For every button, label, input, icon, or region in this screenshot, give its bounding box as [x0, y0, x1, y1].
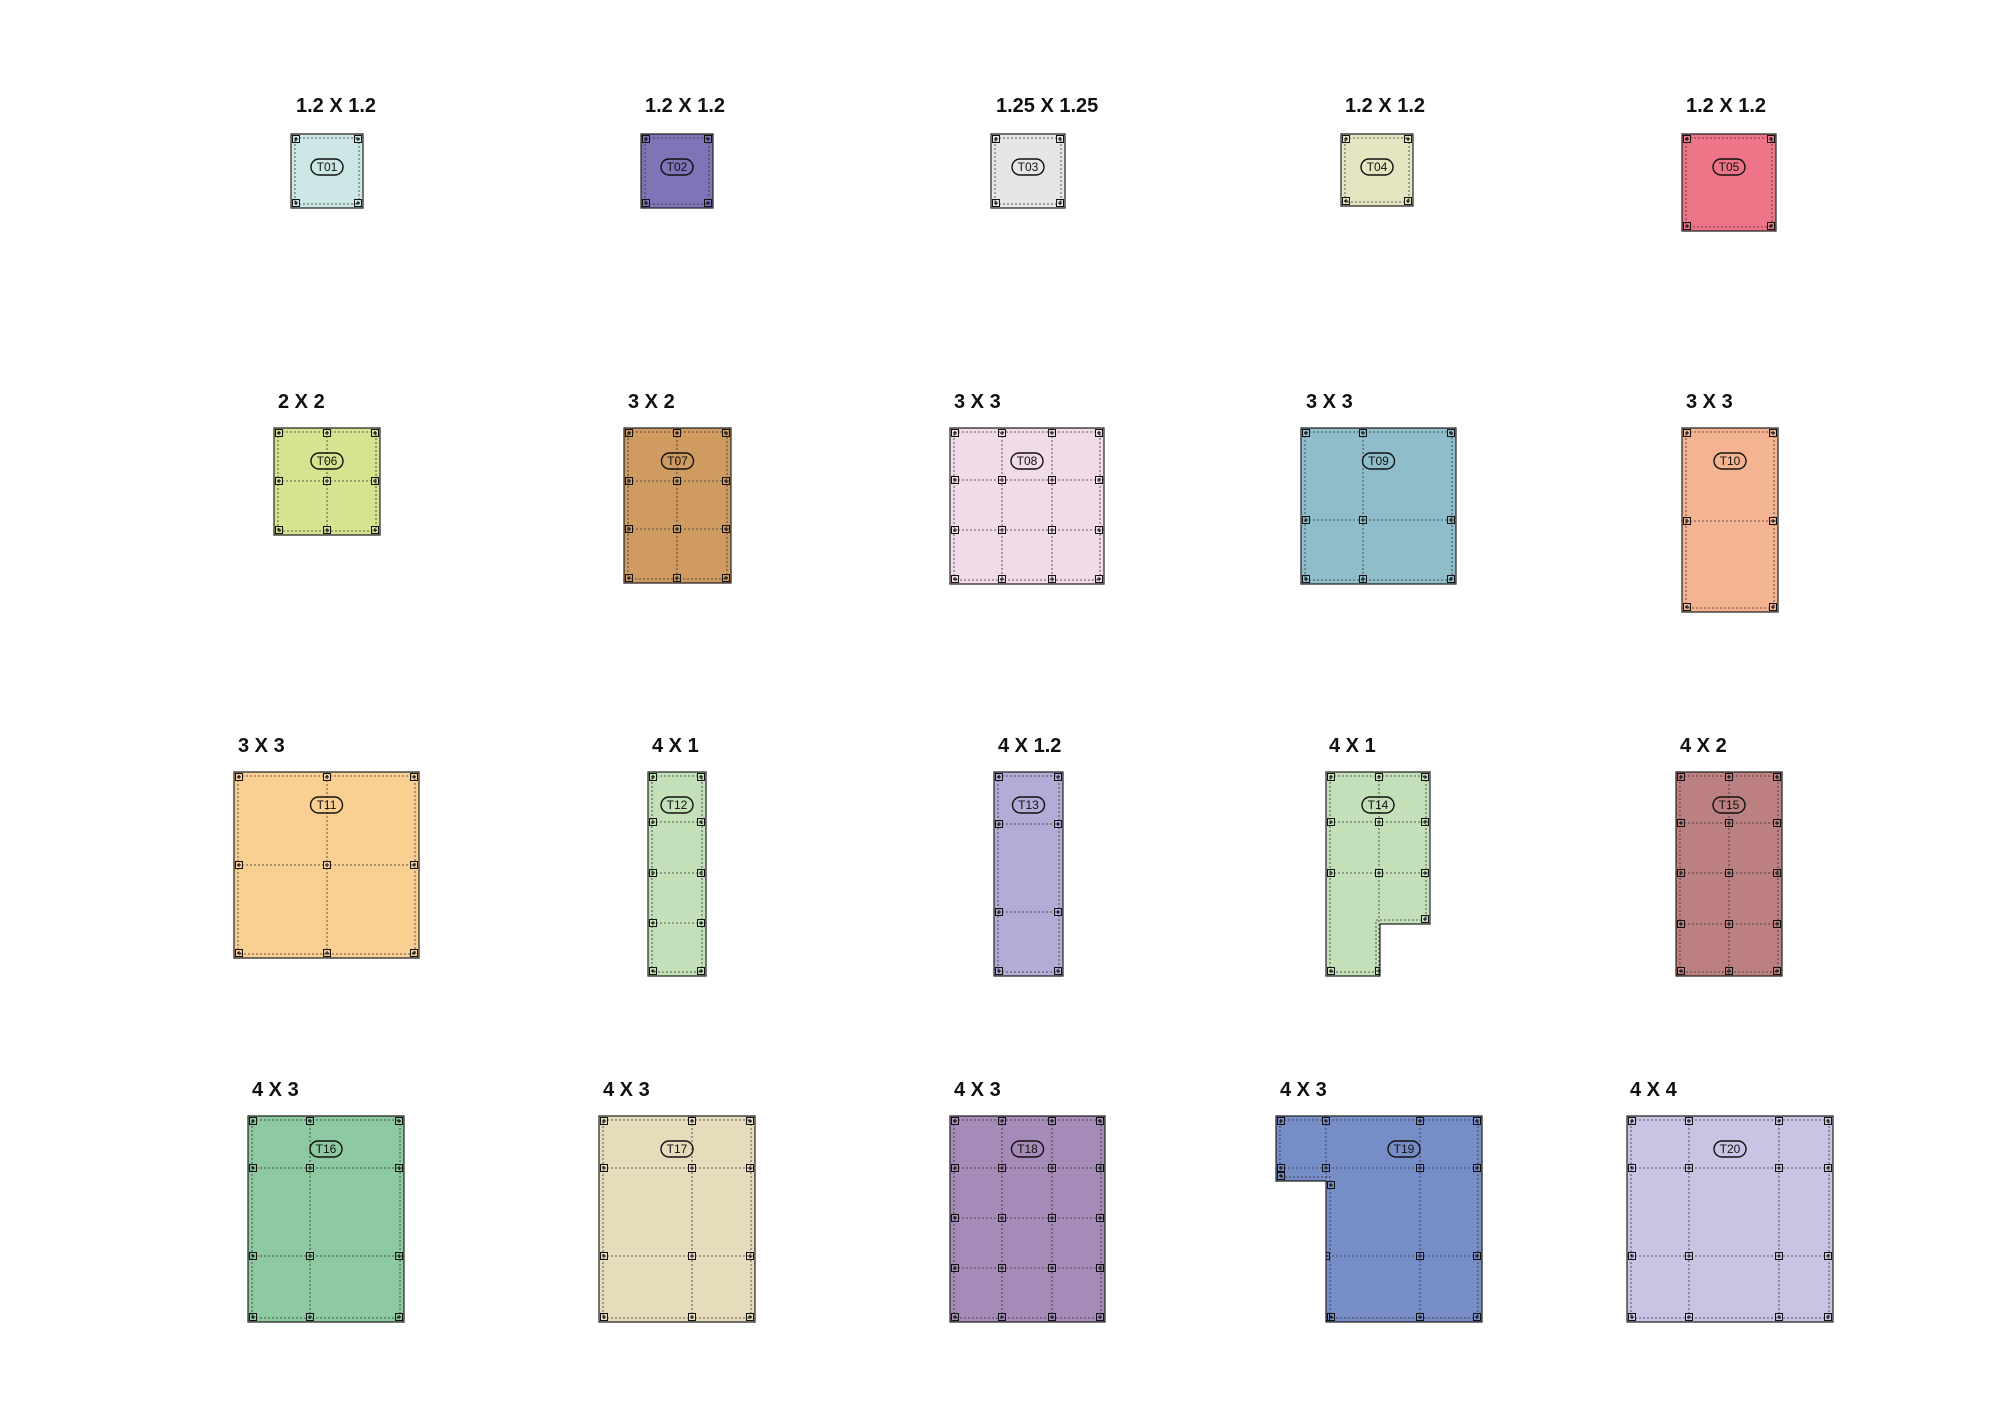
tile-t07: 3 X 2 T07 [623, 391, 732, 584]
tile-id-tag [310, 158, 344, 176]
tile-id-tag [1361, 796, 1395, 814]
tile-id-tag [1713, 452, 1747, 470]
tile-size-label: 4 X 1.2 [998, 735, 1061, 757]
tile-id-label: T17 [667, 1142, 688, 1156]
tile-shape [647, 771, 707, 977]
tile-size-label: 3 X 3 [954, 391, 1001, 413]
tile-shape [640, 133, 714, 209]
tile-id-label: T14 [1368, 798, 1389, 812]
tile-id-label: T08 [1017, 454, 1038, 468]
tile-shape [1340, 133, 1414, 207]
tile-size-label: 4 X 3 [603, 1079, 650, 1101]
tile-shape [949, 427, 1105, 585]
tile-id-tag [1011, 796, 1046, 814]
tile-id-tag [1010, 452, 1044, 470]
tile-t10: 3 X 3 T10 [1681, 391, 1779, 613]
tile-id-tag [1712, 796, 1746, 814]
tile-t18: 4 X 3 T18 [949, 1079, 1106, 1323]
tile-t05: 1.2 X 1.2 T05 [1681, 95, 1777, 232]
tile-size-label: 1.25 X 1.25 [996, 95, 1098, 117]
tile-t16: 4 X 3 T16 [247, 1079, 405, 1323]
tile-shape [598, 1115, 756, 1323]
tile-size-label: 1.2 X 1.2 [296, 95, 376, 117]
tile-size-label: 3 X 3 [238, 735, 285, 757]
tile-id-label: T02 [667, 160, 688, 174]
tile-shape [247, 1115, 405, 1323]
tile-size-label: 4 X 3 [1280, 1079, 1327, 1101]
tile-size-label: 4 X 4 [1630, 1079, 1678, 1101]
tile-t03: 1.25 X 1.25 T03 [990, 95, 1098, 209]
tile-id-tag [310, 452, 344, 470]
tile-id-label: T09 [1368, 454, 1389, 468]
tile-size-label: 1.2 X 1.2 [1686, 95, 1766, 117]
tile-id-label: T03 [1018, 160, 1039, 174]
tile-t19: 4 X 3 T19 [1275, 1079, 1483, 1323]
tile-id-tag [309, 796, 344, 814]
tile-t15: 4 X 2 T15 [1675, 735, 1783, 977]
tile-id-label: T05 [1719, 160, 1740, 174]
tile-id-label: T12 [667, 798, 688, 812]
tile-id-label: T16 [316, 1142, 337, 1156]
tile-shape [949, 1115, 1106, 1323]
tile-id-tag [1010, 1140, 1045, 1158]
tile-shape [1681, 133, 1777, 232]
tile-size-label: 3 X 3 [1306, 391, 1353, 413]
tile-shape [1626, 1115, 1834, 1323]
tile-t06: 2 X 2 T06 [273, 391, 381, 536]
tile-size-label: 4 X 3 [954, 1079, 1001, 1101]
tile-size-label: 4 X 3 [252, 1079, 299, 1101]
tile-t17: 4 X 3 T17 [598, 1079, 756, 1323]
tile-id-tag [660, 1140, 694, 1158]
tile-id-label: T19 [1394, 1142, 1415, 1156]
tile-size-label: 4 X 1 [1329, 735, 1376, 757]
tile-id-tag [660, 452, 695, 470]
tile-t02: 1.2 X 1.2 T02 [640, 95, 725, 209]
tile-shape [290, 133, 364, 209]
tile-t14: 4 X 1 T14 [1325, 735, 1431, 977]
tile-t01: 1.2 X 1.2 T01 [290, 95, 376, 209]
tile-t04: 1.2 X 1.2 T04 [1340, 95, 1425, 207]
tile-id-tag [1361, 452, 1396, 470]
tile-size-label: 3 X 3 [1686, 391, 1733, 413]
tile-id-label: T10 [1720, 454, 1741, 468]
tile-size-label: 4 X 2 [1680, 735, 1727, 757]
tile-id-tag [1712, 158, 1746, 176]
tile-id-label: T18 [1017, 1142, 1038, 1156]
tile-size-label: 2 X 2 [278, 391, 325, 413]
tile-t13: 4 X 1.2 T13 [993, 735, 1064, 977]
tile-id-label: T04 [1367, 160, 1388, 174]
tile-t20: 4 X 4 T20 [1626, 1079, 1834, 1323]
tile-id-tag [1387, 1140, 1421, 1158]
tile-shape [1681, 427, 1779, 613]
tile-id-label: T11 [317, 798, 337, 812]
tile-t09: 3 X 3 T09 [1300, 391, 1457, 585]
tile-id-tag [1713, 1140, 1747, 1158]
tile-id-tag [309, 1140, 343, 1158]
tile-shape [1275, 1115, 1483, 1323]
tile-t11: 3 X 3 T11 [233, 735, 420, 959]
tile-id-tag [660, 158, 694, 176]
tile-id-label: T13 [1018, 798, 1039, 812]
tile-shape [993, 771, 1064, 977]
tile-shape [623, 427, 732, 584]
tile-id-label: T06 [317, 454, 338, 468]
tile-size-label: 1.2 X 1.2 [1345, 95, 1425, 117]
tile-id-label: T07 [667, 454, 688, 468]
tile-id-label: T01 [317, 160, 338, 174]
tile-t12: 4 X 1 T12 [647, 735, 707, 977]
tile-id-tag [660, 796, 694, 814]
tile-shape [1300, 427, 1457, 585]
tile-shape [990, 133, 1066, 209]
tile-id-label: T15 [1719, 798, 1740, 812]
tile-shape [1325, 771, 1431, 977]
tile-id-tag [1011, 158, 1045, 176]
tile-id-tag [1360, 158, 1394, 176]
tile-size-label: 4 X 1 [652, 735, 699, 757]
tile-t08: 3 X 3 T08 [949, 391, 1105, 585]
tile-id-label: T20 [1720, 1142, 1741, 1156]
tile-size-label: 1.2 X 1.2 [645, 95, 725, 117]
tile-size-label: 3 X 2 [628, 391, 675, 413]
